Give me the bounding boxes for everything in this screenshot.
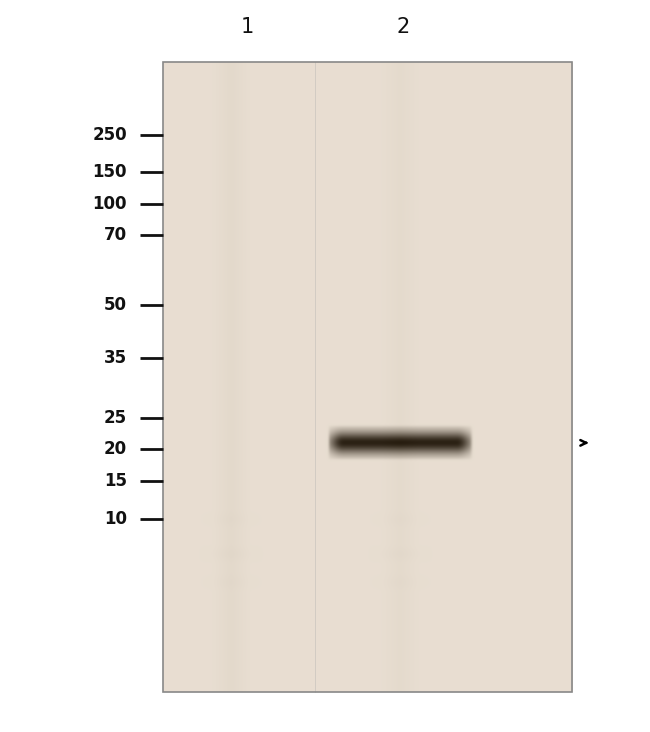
Text: 150: 150	[92, 163, 127, 182]
Text: 15: 15	[104, 472, 127, 490]
Bar	[162, 62, 572, 692]
Text: 20: 20	[103, 441, 127, 458]
Text: 70: 70	[103, 226, 127, 244]
Text: 2: 2	[396, 17, 410, 37]
Text: 35: 35	[103, 349, 127, 367]
Text: 10: 10	[104, 509, 127, 528]
Text: 1: 1	[240, 17, 254, 37]
Text: 25: 25	[103, 409, 127, 427]
Text: 250: 250	[92, 126, 127, 143]
Text: 100: 100	[92, 195, 127, 213]
Text: 50: 50	[104, 296, 127, 313]
